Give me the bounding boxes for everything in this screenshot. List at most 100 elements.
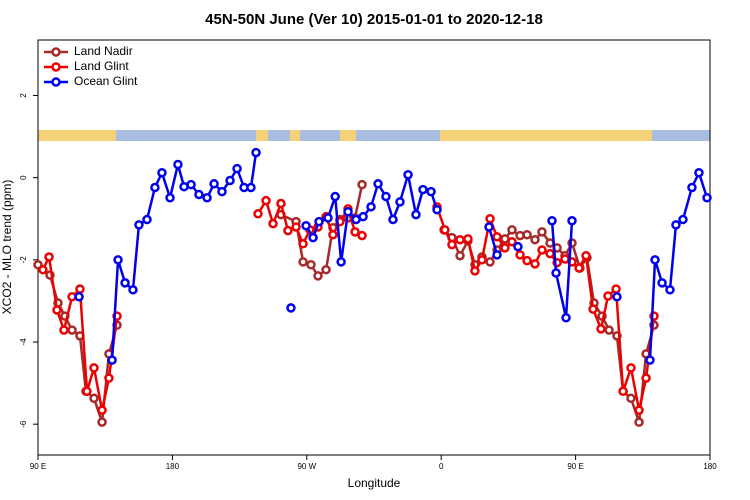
point: [328, 230, 338, 240]
point: [626, 393, 636, 404]
point: [308, 232, 318, 243]
point: [301, 220, 311, 231]
point: [67, 325, 77, 335]
series: [74, 147, 712, 365]
point: [522, 230, 532, 240]
point: [89, 363, 99, 373]
point: [150, 182, 160, 193]
y-tick-label: 0: [19, 175, 28, 180]
legend-label: Land Nadir: [74, 44, 133, 58]
x-tick-label: 180: [703, 462, 717, 471]
point: [343, 207, 353, 217]
point: [107, 355, 117, 365]
y-tick-label: -6: [19, 420, 28, 428]
point: [440, 225, 450, 235]
point: [314, 216, 324, 227]
point: [611, 284, 621, 294]
point: [142, 214, 152, 225]
point: [225, 175, 235, 186]
point: [194, 189, 204, 200]
point: [134, 220, 144, 230]
point: [687, 182, 697, 193]
point: [515, 250, 525, 260]
point: [665, 285, 675, 295]
point: [128, 285, 138, 295]
point: [165, 193, 175, 203]
point: [507, 225, 517, 235]
legend-marker: [51, 47, 61, 57]
point: [59, 325, 69, 335]
point: [366, 202, 376, 212]
point: [157, 167, 167, 178]
point: [97, 417, 107, 427]
point: [350, 227, 360, 237]
point: [186, 179, 196, 190]
plot-frame: [37, 39, 711, 456]
point: [641, 373, 651, 383]
y-tick-label: -2: [19, 256, 28, 264]
legend-marker: [51, 62, 61, 72]
point: [217, 186, 227, 197]
chart-title: 45N-50N June (Ver 10) 2015-01-01 to 2020…: [205, 11, 543, 28]
point: [596, 324, 606, 334]
point: [97, 405, 107, 415]
point: [52, 305, 62, 315]
point: [291, 222, 301, 232]
point: [202, 193, 212, 203]
point: [463, 234, 473, 244]
point: [381, 191, 391, 202]
point: [246, 182, 256, 193]
point: [357, 179, 367, 190]
x-axis-label: Longitude: [348, 476, 401, 490]
point: [604, 325, 614, 335]
legend-marker: [51, 77, 61, 87]
point: [507, 236, 517, 247]
point: [618, 386, 628, 397]
point: [492, 232, 502, 242]
point: [530, 259, 540, 269]
point: [567, 216, 577, 226]
point: [336, 257, 346, 267]
legend-label: Land Glint: [74, 59, 129, 73]
x-tick-label: 90 W: [297, 462, 316, 471]
point: [323, 213, 333, 223]
point: [545, 248, 555, 259]
point: [492, 250, 502, 260]
y-axis-label: XCO2 - MLO trend (ppm): [0, 180, 14, 315]
point: [75, 284, 85, 294]
point: [645, 355, 655, 365]
point: [657, 278, 667, 288]
point: [298, 257, 308, 267]
point: [251, 147, 261, 158]
point: [89, 393, 99, 404]
point: [286, 303, 296, 313]
point: [485, 257, 495, 267]
point: [357, 230, 367, 241]
point: [276, 198, 286, 209]
point: [588, 304, 598, 314]
point: [82, 386, 92, 397]
point: [513, 241, 523, 252]
x-tick-label: 180: [166, 462, 180, 471]
point: [702, 193, 712, 203]
point: [403, 170, 413, 180]
point: [537, 227, 547, 237]
series: [38, 195, 659, 415]
legend-label: Ocean Glint: [74, 74, 138, 88]
point: [650, 255, 660, 265]
point: [547, 216, 557, 226]
point: [313, 271, 323, 281]
point: [298, 239, 308, 249]
point: [537, 245, 547, 255]
point: [470, 266, 480, 276]
x-tick-label: 90 E: [567, 462, 583, 471]
point: [261, 195, 271, 206]
point: [232, 163, 242, 174]
point: [209, 179, 219, 189]
point: [634, 405, 644, 415]
point: [561, 313, 571, 323]
point: [455, 250, 465, 261]
point: [678, 214, 688, 225]
point: [603, 291, 613, 301]
point: [426, 186, 436, 197]
